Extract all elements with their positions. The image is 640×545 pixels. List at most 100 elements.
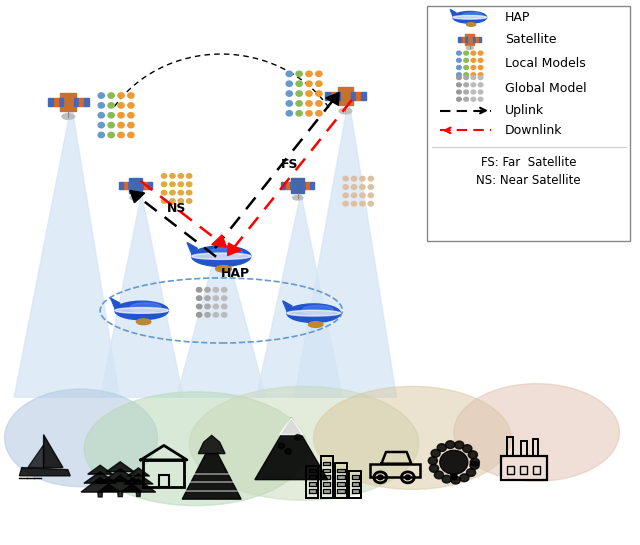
- Circle shape: [213, 288, 218, 292]
- Bar: [321, 456, 333, 498]
- Circle shape: [464, 58, 468, 62]
- Ellipse shape: [292, 196, 303, 200]
- Circle shape: [360, 177, 365, 181]
- Polygon shape: [98, 492, 102, 497]
- Ellipse shape: [189, 386, 419, 500]
- Circle shape: [161, 199, 167, 203]
- Circle shape: [294, 434, 301, 440]
- Polygon shape: [118, 491, 123, 496]
- Polygon shape: [228, 243, 241, 256]
- Circle shape: [98, 113, 104, 118]
- Polygon shape: [124, 474, 153, 484]
- Ellipse shape: [62, 114, 75, 119]
- Bar: [123, 183, 127, 189]
- Circle shape: [442, 475, 451, 483]
- Bar: [520, 466, 527, 474]
- Circle shape: [221, 313, 227, 317]
- Polygon shape: [280, 417, 303, 434]
- Bar: [127, 183, 131, 189]
- Bar: [464, 37, 467, 42]
- Circle shape: [464, 65, 468, 70]
- Bar: [507, 466, 513, 474]
- Ellipse shape: [191, 253, 251, 259]
- Bar: [289, 183, 293, 189]
- Circle shape: [118, 113, 124, 118]
- Text: Satellite: Satellite: [505, 33, 556, 46]
- Circle shape: [186, 199, 192, 203]
- Bar: [52, 98, 58, 106]
- Circle shape: [170, 190, 175, 195]
- Polygon shape: [88, 465, 113, 474]
- Circle shape: [296, 81, 302, 86]
- Circle shape: [464, 97, 468, 101]
- Ellipse shape: [136, 319, 151, 325]
- Bar: [310, 183, 314, 189]
- Circle shape: [286, 111, 292, 116]
- Circle shape: [186, 182, 192, 186]
- Circle shape: [128, 102, 134, 108]
- Circle shape: [221, 304, 227, 309]
- Polygon shape: [107, 462, 134, 471]
- Bar: [60, 93, 76, 111]
- Circle shape: [205, 304, 210, 309]
- Ellipse shape: [287, 304, 340, 323]
- Circle shape: [456, 51, 461, 55]
- Circle shape: [431, 450, 440, 457]
- Circle shape: [170, 182, 175, 186]
- Circle shape: [464, 76, 468, 80]
- Polygon shape: [323, 475, 330, 479]
- Polygon shape: [326, 93, 339, 105]
- Circle shape: [108, 102, 115, 108]
- Circle shape: [456, 65, 461, 70]
- Circle shape: [456, 73, 461, 77]
- Circle shape: [429, 464, 438, 473]
- Circle shape: [343, 185, 348, 189]
- Text: HAP: HAP: [505, 11, 530, 24]
- Text: NS: NS: [167, 202, 186, 215]
- Circle shape: [360, 185, 365, 189]
- Circle shape: [213, 313, 218, 317]
- Bar: [335, 92, 340, 100]
- Circle shape: [471, 73, 476, 77]
- Bar: [129, 178, 141, 193]
- Polygon shape: [136, 492, 140, 496]
- Bar: [533, 466, 540, 474]
- FancyBboxPatch shape: [427, 6, 630, 241]
- Circle shape: [118, 93, 124, 98]
- Bar: [458, 37, 461, 42]
- Polygon shape: [337, 469, 344, 473]
- Circle shape: [205, 296, 210, 300]
- Circle shape: [464, 90, 468, 94]
- Ellipse shape: [467, 23, 476, 26]
- Circle shape: [316, 71, 322, 76]
- Ellipse shape: [287, 310, 340, 316]
- Bar: [473, 37, 476, 42]
- Ellipse shape: [453, 11, 486, 23]
- Circle shape: [471, 83, 476, 87]
- Circle shape: [178, 190, 184, 195]
- Circle shape: [351, 202, 356, 206]
- Circle shape: [456, 83, 461, 87]
- Circle shape: [316, 101, 322, 106]
- Text: FS: FS: [281, 158, 298, 171]
- Polygon shape: [323, 482, 330, 486]
- Text: HAP: HAP: [221, 267, 250, 280]
- Polygon shape: [450, 9, 456, 17]
- Bar: [370, 464, 420, 477]
- Circle shape: [108, 132, 115, 138]
- Circle shape: [285, 449, 291, 454]
- Circle shape: [360, 193, 365, 198]
- Ellipse shape: [463, 13, 482, 19]
- Polygon shape: [351, 482, 359, 486]
- Polygon shape: [308, 489, 316, 493]
- Bar: [465, 34, 474, 45]
- Ellipse shape: [130, 196, 140, 200]
- Polygon shape: [84, 472, 116, 483]
- Circle shape: [445, 441, 455, 449]
- Circle shape: [368, 202, 373, 206]
- Polygon shape: [187, 243, 197, 256]
- Circle shape: [437, 444, 446, 451]
- Circle shape: [306, 101, 312, 106]
- Circle shape: [108, 93, 115, 98]
- Circle shape: [170, 174, 175, 178]
